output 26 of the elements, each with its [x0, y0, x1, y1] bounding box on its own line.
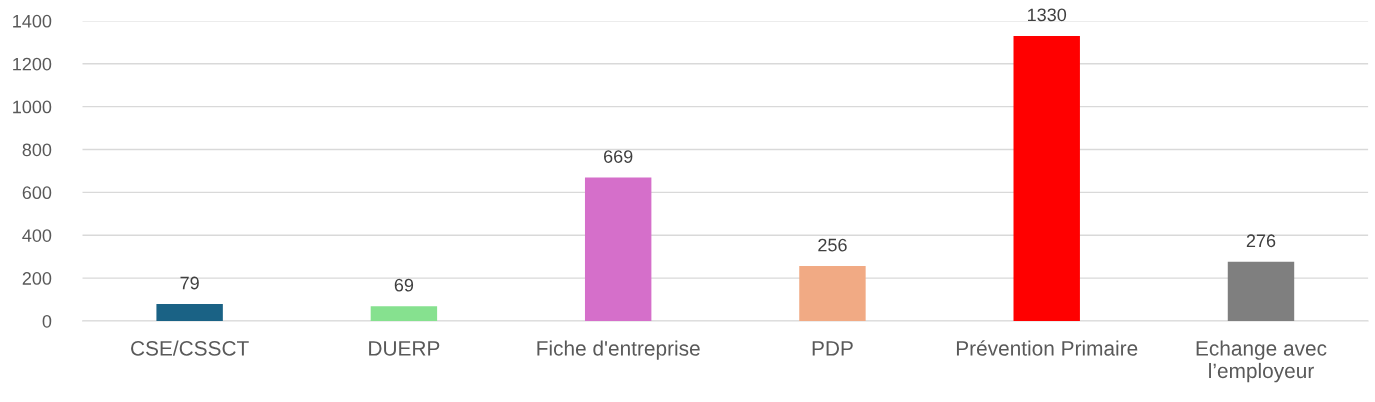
- x-tick-label: DUERP: [369, 341, 440, 356]
- x-tick-label: CSE/CSSCT: [131, 340, 249, 356]
- y-tick-label: 400: [22, 229, 52, 242]
- x-tick-label: Fiche d'entreprise: [537, 340, 700, 360]
- bar: [370, 306, 438, 321]
- data-label: 69: [394, 278, 414, 292]
- y-tick-label: 200: [22, 272, 52, 285]
- data-label: 669: [604, 150, 633, 163]
- y-tick-label: 1200: [13, 57, 52, 71]
- x-tick-label: Prévention Primaire: [956, 340, 1138, 356]
- data-label: 79: [180, 276, 199, 290]
- y-tick-label: 0: [42, 314, 52, 328]
- data-label: 256: [818, 238, 847, 252]
- bar: [799, 266, 866, 321]
- data-label: 1330: [1028, 8, 1067, 22]
- bar: [584, 177, 652, 321]
- y-tick-label: 600: [22, 186, 52, 200]
- data-label: 276: [1246, 234, 1276, 248]
- bar: [1227, 261, 1295, 321]
- bar: [1013, 35, 1080, 321]
- bar: [156, 304, 223, 321]
- x-tick-label: PDP: [812, 341, 853, 356]
- y-tick-label: 800: [22, 143, 52, 157]
- x-tick-label: Echange avec l’employeur: [1196, 340, 1327, 383]
- y-tick-label: 1400: [13, 14, 52, 28]
- y-tick-label: 1000: [13, 100, 52, 114]
